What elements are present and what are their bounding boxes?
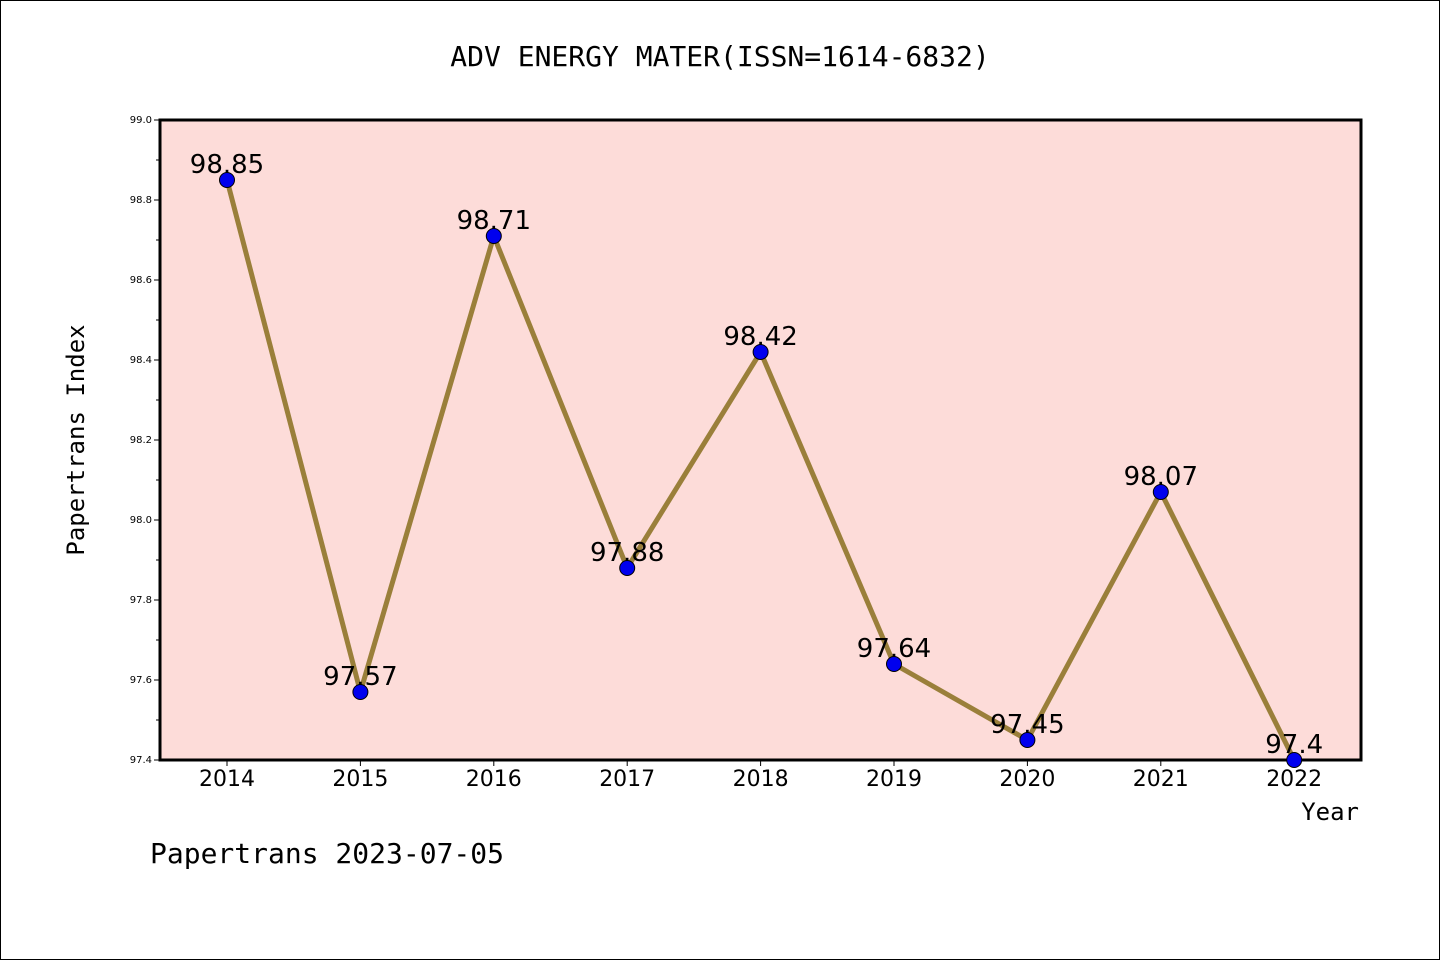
data-point	[752, 344, 769, 360]
y-tick-label: 98.6	[130, 275, 152, 286]
y-tick-label: 99.0	[130, 115, 152, 126]
y-tick-label: 98.0	[130, 515, 152, 526]
data-point	[1152, 484, 1169, 500]
data-label: 98.07	[1124, 462, 1198, 492]
data-point	[1019, 732, 1036, 748]
x-tick-label: 2017	[599, 767, 655, 792]
x-tick-label: 2020	[999, 767, 1055, 792]
x-tick-label: 2015	[332, 767, 388, 792]
data-label: 97.57	[323, 662, 397, 692]
x-tick-label: 2021	[1133, 767, 1189, 792]
plot-area	[158, 118, 1363, 762]
y-tick-label: 98.4	[130, 355, 152, 366]
y-tick-label: 98.2	[130, 435, 152, 446]
data-label: 98.71	[457, 206, 531, 236]
data-markers	[219, 172, 1303, 768]
data-label: 97.88	[590, 538, 664, 568]
footer-source: Papertrans 2023-07-05	[150, 837, 504, 870]
y-tick-label: 97.4	[130, 755, 152, 766]
data-point	[485, 228, 502, 244]
data-label: 98.42	[723, 322, 797, 352]
y-axis: 97.4 97.6 97.8 98.0 98.2 98.4 98.6 98.8 99.0	[130, 115, 160, 766]
x-tick-label: 2016	[466, 767, 522, 792]
x-tick-label: 2014	[199, 767, 255, 792]
data-label: 97.45	[990, 710, 1064, 740]
data-labels: 98.85 97.57 98.71 97.88 98.42 97.64 97.45 98.07…	[190, 150, 1323, 760]
x-axis-label: Year	[1301, 798, 1359, 826]
data-point	[619, 560, 636, 576]
data-label: 98.85	[190, 150, 264, 180]
data-point	[1286, 752, 1303, 768]
chart-title: ADV ENERGY MATER(ISSN=1614-6832)	[450, 40, 989, 73]
x-axis: 2014 2015 2016 2017 2018 2019 2020 2021 2022	[199, 760, 1322, 792]
y-tick-label: 98.8	[130, 195, 152, 206]
data-point	[352, 684, 369, 700]
data-point	[886, 656, 902, 672]
y-tick-label: 97.8	[130, 595, 152, 606]
data-label: 97.64	[857, 634, 931, 664]
y-tick-label: 97.6	[130, 675, 152, 686]
y-axis-label: Papertrans Index	[62, 324, 90, 555]
data-label: 97.4	[1265, 730, 1323, 760]
data-point	[219, 172, 235, 188]
x-tick-label: 2022	[1266, 767, 1322, 792]
x-tick-label: 2018	[733, 767, 789, 792]
x-tick-label: 2019	[866, 767, 922, 792]
